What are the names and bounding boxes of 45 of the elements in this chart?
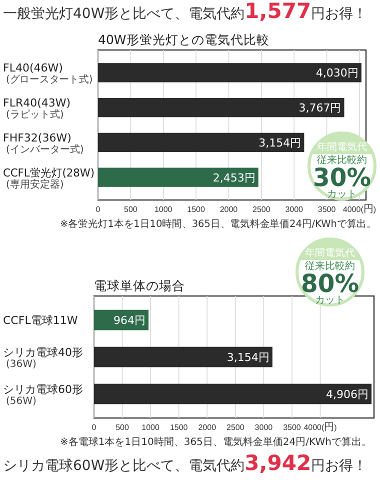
y-tick-label: CCFL電球11W	[3, 314, 78, 328]
bar	[98, 168, 258, 187]
data-label: 4,906円	[326, 388, 369, 401]
y-tick-label: FLR40(43W) (ラピット式)	[3, 96, 71, 121]
text: 従来比較約	[305, 260, 355, 272]
x-tick-label: 1500	[187, 205, 206, 214]
x-tick-label: 3500	[283, 423, 302, 432]
annotation: 年間電気代	[317, 141, 367, 153]
data-label: 2,453円	[212, 171, 256, 184]
text: 年間電気代	[305, 247, 355, 259]
data-label: 3,154円	[226, 351, 270, 364]
chart-title: 一般蛍光灯40W形と比べて、電気代約1,577円お得！	[3, 0, 368, 23]
x-tick-label: 2500	[252, 205, 271, 214]
annotation: カット	[315, 295, 345, 306]
x-tick-label: 500	[116, 423, 130, 432]
text: ※各蛍光灯1本を1日10時間、365日、電気料金単価24円/KWhで算出。	[60, 218, 377, 230]
text: シリカ電球60W形と比べて、電気代約3,942円お得！	[3, 451, 368, 475]
x-tick-label: 4000(円)	[304, 422, 338, 433]
x-tick-label: 2500	[226, 423, 245, 432]
y-tick-label: CCFL蛍光灯(28W) (専用安定器)	[3, 166, 94, 190]
x-tick-label: 2000	[220, 205, 238, 214]
annotation: 従来比較約	[317, 154, 367, 166]
x-tick-label: 1500	[170, 423, 188, 432]
x-tick-label: 4000(円)	[342, 204, 376, 215]
x-tick-label: 1000	[142, 423, 160, 432]
y-tick-label: FL40(46W) (グロースタート式)	[3, 62, 93, 86]
x-tick-label: 3000	[254, 423, 274, 432]
y-tick-label: FHF32(36W) (インバーター式)	[3, 131, 84, 156]
annotation: カット	[327, 189, 357, 200]
y-tick-label: シリカ電球60形 (56W)	[3, 382, 83, 407]
x-tick-label: 0	[96, 205, 101, 214]
data-label: 4,030円	[316, 66, 358, 80]
x-tick-label: 3500	[318, 205, 336, 214]
text: ※各電球1本を1日10時間、365日、電気料金単価24円/KWhで算出。	[60, 436, 372, 448]
x-tick-label: 3000	[285, 205, 304, 214]
chart-title: 電球単体の場合	[94, 278, 185, 293]
y-tick-label: シリカ電球40形 (36W)	[3, 346, 83, 370]
chart-subtitle: 40W形蛍光灯との電気代比較	[98, 32, 270, 47]
x-tick-label: 500	[124, 205, 138, 214]
x-tick-label: 0	[92, 423, 97, 432]
data-label: 3,154円	[258, 136, 302, 150]
data-label: 3,767円	[298, 102, 342, 115]
x-tick-label: 2000	[198, 423, 217, 432]
x-tick-label: 1000	[154, 205, 173, 214]
data-label: 964円	[114, 314, 146, 328]
